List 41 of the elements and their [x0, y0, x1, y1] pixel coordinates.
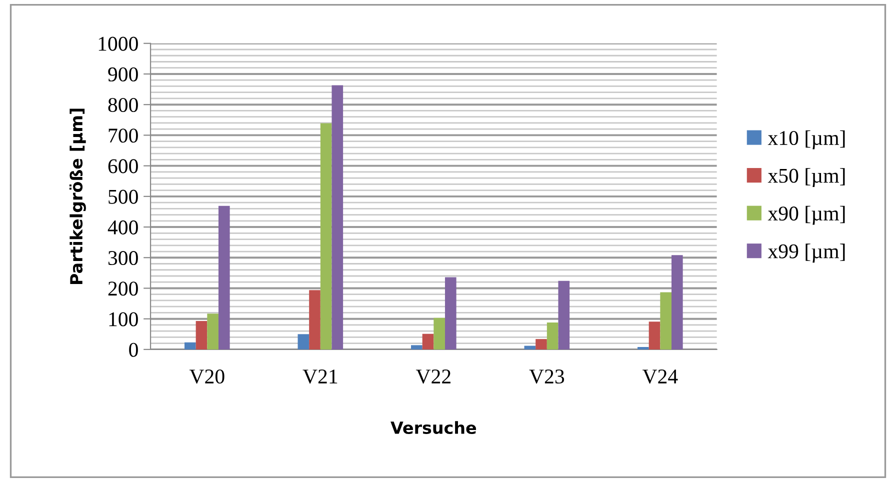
- bar: [196, 320, 208, 350]
- y-tick-label: 900: [108, 67, 138, 82]
- bar: [309, 290, 320, 350]
- legend-label: x50 [µm]: [768, 168, 845, 188]
- y-tick-label: 600: [108, 159, 138, 174]
- x-tick-label: V22: [416, 370, 450, 384]
- bar: [332, 85, 344, 350]
- bar: [411, 345, 422, 350]
- bar: [434, 318, 445, 350]
- bar: [422, 334, 434, 350]
- y-tick-label: 200: [108, 282, 138, 296]
- x-tick-label: V20: [189, 369, 224, 384]
- bar: [558, 280, 570, 350]
- bar: [298, 334, 310, 350]
- bar: [184, 342, 196, 350]
- y-tick-label: 0: [129, 342, 138, 357]
- y-tick-label: 1000: [98, 36, 138, 51]
- bar: [218, 206, 230, 350]
- bar: [672, 255, 683, 350]
- bar: [536, 339, 547, 350]
- y-tick-label: 800: [108, 98, 138, 112]
- bar: [320, 123, 332, 350]
- legend-label: x99 [µm]: [768, 244, 845, 263]
- bar: [524, 346, 536, 350]
- bar: [546, 322, 558, 350]
- x-tick-label: V23: [529, 370, 564, 384]
- y-tick-label: 700: [108, 128, 138, 143]
- y-tick-label: 100: [109, 312, 138, 326]
- x-axis-title: Versuche: [390, 421, 476, 434]
- y-tick-label: 300: [108, 251, 138, 266]
- bar: [660, 292, 672, 350]
- y-tick-label: 400: [108, 220, 138, 234]
- y-tick-label: 500: [108, 190, 138, 204]
- bar: [444, 277, 456, 350]
- bar: [648, 322, 660, 350]
- bar: [207, 314, 218, 350]
- legend-label: x10 [µm]: [768, 130, 845, 150]
- legend-label: x90 [µm]: [768, 206, 845, 225]
- x-tick-label: V24: [642, 370, 678, 384]
- y-axis-title: Partikelgröße [µm]: [69, 108, 86, 284]
- x-tick-label: V21: [302, 370, 338, 384]
